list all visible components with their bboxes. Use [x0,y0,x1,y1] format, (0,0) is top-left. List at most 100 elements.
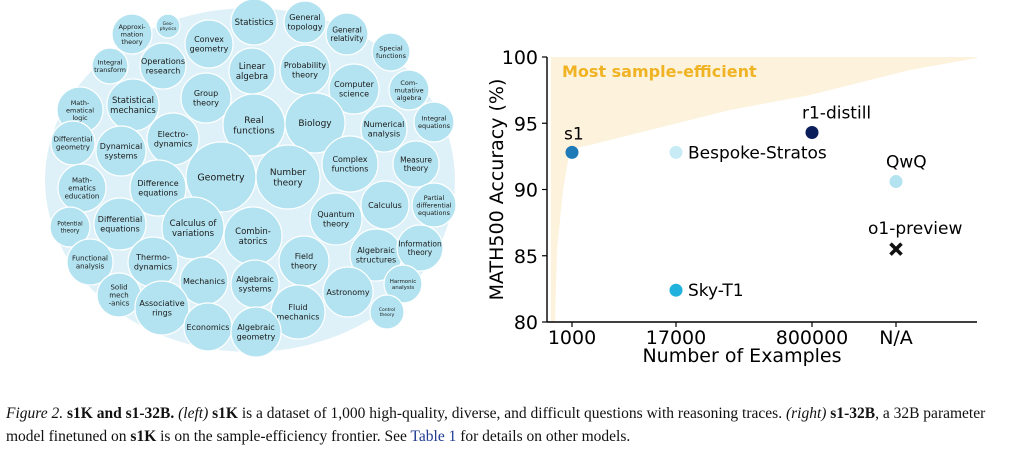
topic-bubble-circle [155,13,181,39]
topic-bubble-circle [392,140,440,188]
topic-bubble: Numerical analysis [360,105,408,153]
caption-right-tag: (right) [785,405,827,422]
topic-bubble-label: Difference equations [137,179,178,197]
topic-bubble: General relativity [325,12,369,56]
topic-bubble-label: Convex geometry [190,35,229,53]
topic-bubble-label: Associative rings [139,299,184,317]
topic-bubble-label: Thermo-dynamics [134,253,172,271]
topic-bubble: Calculus of variations [161,196,225,260]
topic-bubble-circle [93,197,147,251]
topic-bubble-label: Calculus of variations [170,219,218,239]
topic-bubble: Solid mech -anics [96,272,142,318]
topic-bubble-label: Geo-physics [160,21,177,32]
topic-bubble: Control theory [369,294,405,330]
topic-bubble: Number theory [255,144,321,210]
data-point-label: r1-distill [802,104,871,124]
caption-title: s1K and s1-32B. [67,405,175,422]
topic-bubble: Partial differential equations [411,182,457,228]
data-point-marker [669,145,683,159]
topic-bubble-circle [111,13,153,55]
topic-bubble-label: Combin-atorics [235,227,271,247]
frontier-region [551,57,977,322]
topic-bubble: Com-mutative algebra [388,69,430,111]
topic-bubble: Functional analysis [66,238,114,286]
topic-bubble: Difference equations [129,159,187,217]
topic-bubble-label: Real functions [233,116,275,136]
topic-bubble: General topology [283,0,327,44]
topic-bubble-label: Dynamical systems [100,142,142,160]
caption-text: for details on other models. [456,428,631,445]
y-tick-label: 90 [514,180,538,202]
x-tick-label: 1000 [548,327,596,349]
data-point-label: Sky-T1 [688,281,744,301]
sample-efficiency-scatter: Most sample-efficient 80 85 90 95 100 1000 1700… [486,47,977,367]
caption-fig-label: Figure 2. [6,405,64,422]
topic-bubble: Information theory [396,224,444,272]
topic-bubble-circle [321,135,379,193]
topic-bubble-label: Number theory [270,168,306,188]
topic-bubble-circle [328,63,380,115]
topic-bubble-circle [283,0,327,44]
frontier-label: Most sample-efficient [562,62,757,81]
topic-bubble: Dynamical systems [95,125,147,177]
topic-bubble-circle [91,47,129,85]
table-1-link[interactable]: Table 1 [410,428,457,445]
topic-bubble-circle [49,206,91,248]
data-point-marker [889,242,903,256]
x-tick-label: 17000 [646,327,706,349]
topic-bubble-label: Information theory [398,239,442,257]
topic-bubble-circle [413,101,455,143]
topic-bubble-circle [411,182,457,228]
topic-bubble-label: Special functions [376,45,407,60]
topic-bubble: Measure theory [392,140,440,188]
topic-bubble-label: Biology [298,119,332,129]
x-axis-title: Number of Examples [642,345,841,367]
topic-bubble-label: Approxi-mation theory [118,23,146,46]
topic-bubble-circle [388,69,430,111]
topic-bubble-label: Harmonic analysis [390,279,416,291]
topic-bubble-label: Group theory [193,89,219,107]
data-point-label: s1 [564,124,584,144]
topic-bubble: Astronomy [322,266,374,318]
topic-bubble-label: Algebraic systems [236,275,274,293]
topic-bubble: Computer science [328,63,380,115]
topic-bubble-circle [309,192,363,246]
topic-bubble: Associative rings [134,280,190,336]
topic-bubble: Statistics [230,0,278,46]
topic-bubble-label: Differential geometry [54,135,93,151]
topic-bubble: Thermo-dynamics [127,236,179,288]
topic-bubble-label: Complex functions [332,155,369,173]
topic-bubble: Algebraic systems [230,259,280,309]
topic-bubble-circle [184,19,234,69]
y-tick-label: 100 [502,47,538,69]
topic-bubble: Differential equations [93,197,147,251]
caption-left-tag: (left) [178,405,209,422]
topic-bubble-circle [396,224,444,272]
topic-bubble-label: Algebraic structures [356,246,396,264]
topic-bubble: Algebraic geometry [230,306,282,358]
x-tick-label: 800000 [776,327,849,349]
topic-bubble-chart: Statistics General topology Approxi-mation t… [45,0,457,358]
topic-bubble-circle [230,306,282,358]
topic-bubble-label: Geometry [197,172,245,183]
topic-bubble-circle [255,144,321,210]
topic-bubble-label: Statistics [235,18,274,28]
topic-bubble: Fluid mechanics [270,284,326,340]
topic-bubble: Integral transform [91,47,129,85]
topic-bubble: Combin-atorics [223,206,283,266]
topic-bubble-circle [129,159,187,217]
caption-text: , a 32B parameter model finetuned on [6,405,986,445]
topic-bubble-circle [66,238,114,286]
topic-bubble-label: Functional analysis [72,254,108,270]
topic-bubble-circle [139,42,187,90]
topic-bubble: Quantum theory [309,192,363,246]
topic-bubble: Differential geometry [50,120,96,166]
caption-s1-32b: s1-32B [830,405,876,422]
topic-bubble-circle [50,120,96,166]
topic-bubble-label: Algebraic geometry [237,323,276,341]
topic-bubble-label: Control theory [379,307,395,318]
topic-bubble-circle [134,280,190,336]
topic-bubble: Potential theory [49,206,91,248]
topic-bubble-label: Integral transform [94,59,126,74]
y-tick-label: 80 [514,312,538,334]
